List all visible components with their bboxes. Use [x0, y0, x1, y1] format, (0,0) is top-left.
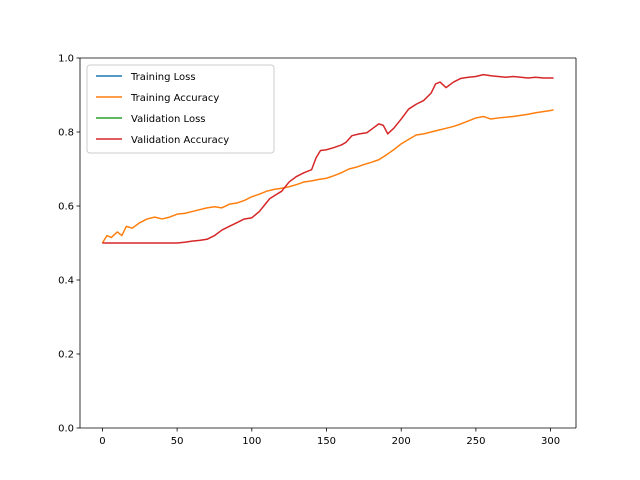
x-tick-label: 200 [392, 436, 411, 447]
x-tick-label: 250 [466, 436, 485, 447]
x-tick-label: 100 [242, 436, 261, 447]
y-tick-label: 0.8 [58, 128, 74, 139]
legend-label-training-loss: Training Loss [130, 72, 196, 83]
series-layer [101, 73, 554, 244]
y-axis: 0.0 0.2 0.4 0.6 0.8 1.0 [58, 54, 80, 435]
legend-label-validation-accuracy: Validation Accuracy [131, 135, 229, 146]
legend-label-validation-loss: Validation Loss [131, 114, 206, 125]
legend-items: Training Loss Training Accuracy Validation… [96, 72, 229, 146]
axes-frame [79, 57, 577, 429]
series-line-training-accuracy [101, 109, 554, 244]
x-axis: 0 50 100 150 200 250 300 [99, 428, 560, 447]
y-tick-label: 0.2 [58, 350, 74, 361]
legend-box [86, 64, 275, 154]
y-tick-label: 0.4 [58, 276, 74, 287]
series-line-validation-accuracy [102, 73, 554, 244]
x-tick-label: 300 [541, 436, 560, 447]
legend-label-training-accuracy: Training Accuracy [130, 93, 219, 104]
y-tick-label: 0.0 [58, 424, 74, 435]
y-tick-label: 1.0 [58, 54, 74, 65]
legend: Training Loss Training Accuracy Validation… [86, 64, 275, 154]
x-tick-label: 150 [317, 436, 336, 447]
x-tick-label: 0 [99, 436, 105, 447]
y-tick-label: 0.6 [58, 202, 74, 213]
x-tick-label: 50 [171, 436, 184, 447]
